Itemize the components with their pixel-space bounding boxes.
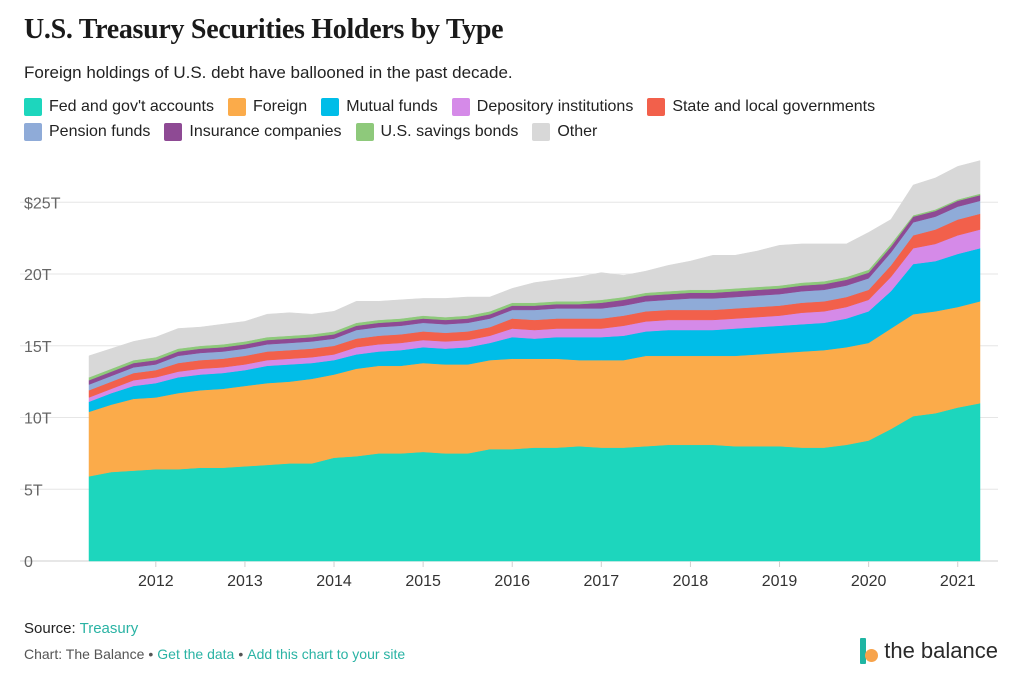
legend-label: Mutual funds (346, 98, 438, 115)
legend-item-mutual-funds[interactable]: Mutual funds (321, 97, 438, 117)
legend-swatch (451, 98, 470, 116)
separator: • (238, 646, 244, 662)
x-tick-label: 2018 (673, 573, 709, 590)
area-other[interactable] (88, 160, 981, 378)
x-axis-ticks: 2012 2013 2014 2015 2016 2017 2018 2019 2020 2021 (138, 561, 976, 590)
legend-label: State and local governments (672, 98, 876, 115)
legend-item-fed[interactable]: Fed and gov't accounts (24, 97, 214, 117)
legend-label: Other (557, 123, 598, 140)
brand-logo[interactable]: the balance (858, 638, 998, 664)
legend: Fed and gov't accounts Foreign Mutual fu… (24, 97, 1014, 142)
x-tick-label: 2017 (584, 573, 620, 590)
legend-swatch (647, 98, 666, 116)
area-series (88, 160, 981, 562)
y-tick-label: 0 (24, 554, 33, 571)
chart-title: U.S. Treasury Securities Holders by Type (24, 14, 504, 45)
legend-swatch (532, 123, 551, 141)
source-link[interactable]: Treasury (79, 620, 139, 637)
x-tick-label: 2015 (405, 573, 441, 590)
x-tick-label: 2016 (494, 573, 530, 590)
legend-label: Pension funds (49, 123, 151, 140)
source-line: Source: Treasury (24, 620, 138, 637)
add-chart-link[interactable]: Add this chart to your site (247, 646, 406, 662)
legend-item-other[interactable]: Other (532, 122, 597, 142)
x-tick-label: 2019 (762, 573, 798, 590)
legend-swatch (227, 98, 246, 116)
legend-label: Foreign (252, 98, 308, 115)
y-tick-label: 20T (24, 267, 52, 284)
get-data-link[interactable]: Get the data (157, 646, 235, 662)
legend-label: Depository institutions (476, 98, 634, 115)
legend-swatch (24, 98, 42, 116)
y-tick-label: $25T (24, 195, 61, 212)
x-tick-label: 2021 (940, 573, 976, 590)
source-prefix: Source: (24, 620, 76, 637)
x-tick-label: 2012 (138, 573, 174, 590)
x-tick-label: 2013 (227, 573, 263, 590)
chart-credit: Chart: The Balance (24, 646, 145, 662)
chart-subtitle: Foreign holdings of U.S. debt have ballo… (24, 63, 513, 82)
x-tick-label: 2014 (316, 573, 352, 590)
separator: • (148, 646, 154, 662)
y-axis-ticks: 0 5T 10T 15T 20T $25T (24, 195, 61, 571)
x-tick-label: 2020 (851, 573, 887, 590)
footer: Chart: The Balance • Get the data • Add this… (24, 646, 405, 662)
legend-swatch (355, 123, 374, 141)
legend-item-state-local[interactable]: State and local governments (647, 97, 875, 117)
legend-item-foreign[interactable]: Foreign (227, 97, 308, 117)
legend-label: Insurance companies (189, 123, 342, 140)
legend-swatch (24, 123, 42, 141)
legend-label: Fed and gov't accounts (49, 98, 214, 115)
legend-item-pension[interactable]: Pension funds (24, 122, 150, 142)
legend-item-savings-bonds[interactable]: U.S. savings bonds (355, 122, 519, 142)
y-tick-label: 10T (24, 411, 52, 428)
balance-logo-icon (858, 638, 879, 664)
legend-swatch (164, 123, 183, 141)
legend-item-insurance[interactable]: Insurance companies (164, 122, 342, 142)
brand-name: the balance (884, 638, 998, 663)
y-tick-label: 5T (24, 482, 43, 499)
legend-label: U.S. savings bonds (380, 123, 519, 140)
legend-item-depository[interactable]: Depository institutions (451, 97, 634, 117)
legend-swatch (321, 98, 340, 116)
y-tick-label: 15T (24, 339, 52, 356)
